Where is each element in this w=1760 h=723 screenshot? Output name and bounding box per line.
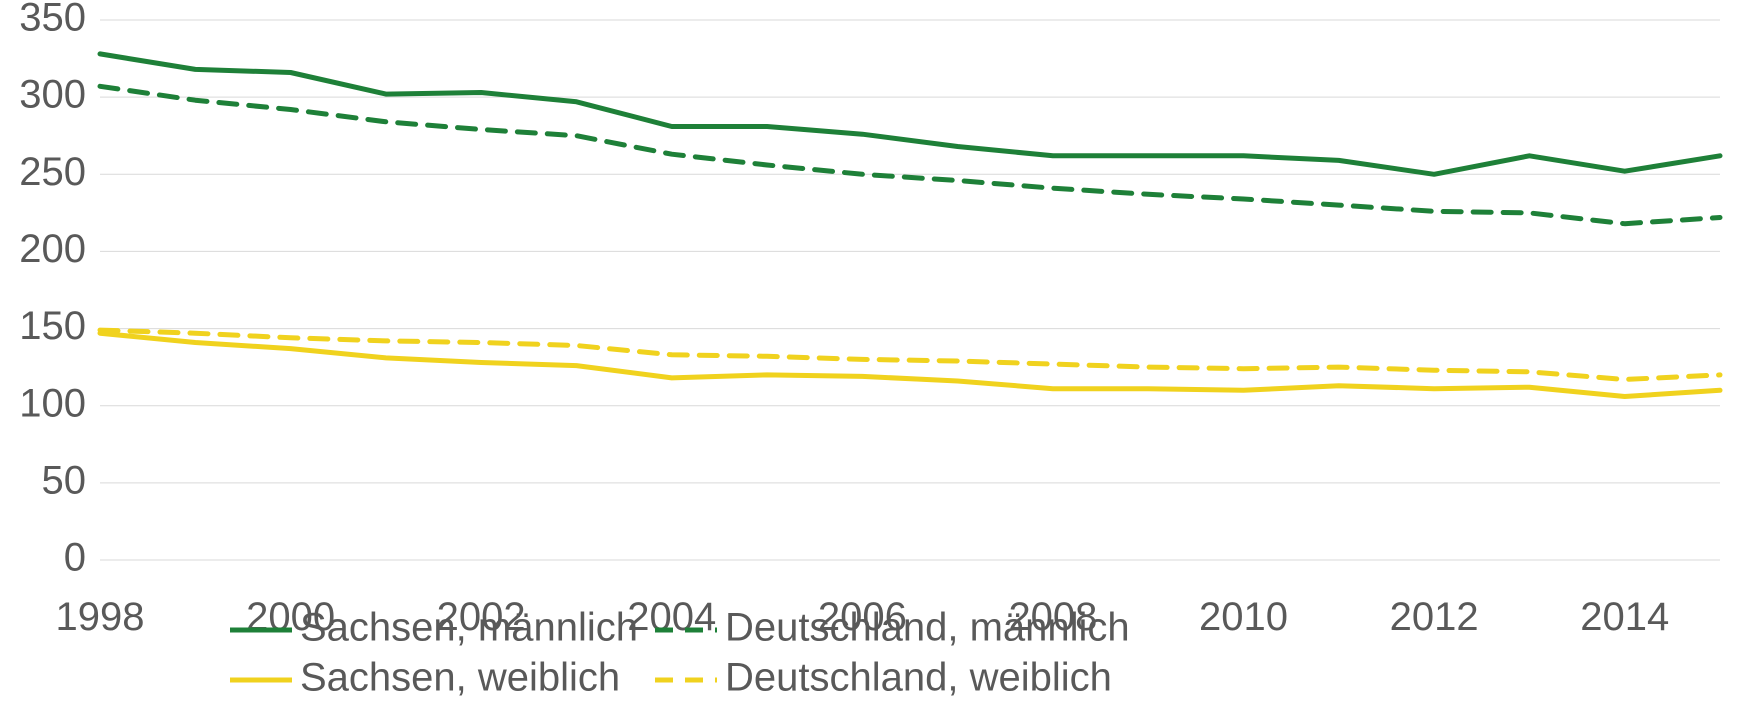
x-tick-label: 2010 xyxy=(1199,595,1288,639)
legend-label-deutschland-maennlich: Deutschland, männlich xyxy=(725,606,1130,650)
series-group xyxy=(100,54,1720,397)
x-tick-label: 1998 xyxy=(56,595,145,639)
series-deutschland-maennlich xyxy=(100,86,1720,223)
y-tick-label: 150 xyxy=(19,304,86,348)
gridlines xyxy=(100,20,1720,560)
chart-svg: 0501001502002503003501998200020022004200… xyxy=(0,0,1760,723)
y-tick-label: 350 xyxy=(19,0,86,40)
legend-label-sachsen-maennlich: Sachsen, männlich xyxy=(300,606,638,650)
y-tick-label: 0 xyxy=(64,536,86,580)
y-tick-label: 250 xyxy=(19,150,86,194)
legend-label-sachsen-weiblich: Sachsen, weiblich xyxy=(300,656,620,700)
x-tick-label: 2012 xyxy=(1390,595,1479,639)
y-tick-label: 300 xyxy=(19,73,86,117)
y-tick-label: 100 xyxy=(19,381,86,425)
y-tick-label: 200 xyxy=(19,227,86,271)
y-tick-label: 50 xyxy=(42,458,87,502)
legend-label-deutschland-weiblich: Deutschland, weiblich xyxy=(725,656,1112,700)
line-chart: 0501001502002503003501998200020022004200… xyxy=(0,0,1760,723)
series-sachsen-weiblich xyxy=(100,333,1720,396)
y-axis-labels: 0 50 100 150 200 250 300 350 xyxy=(19,0,86,580)
x-tick-label: 2014 xyxy=(1580,595,1669,639)
